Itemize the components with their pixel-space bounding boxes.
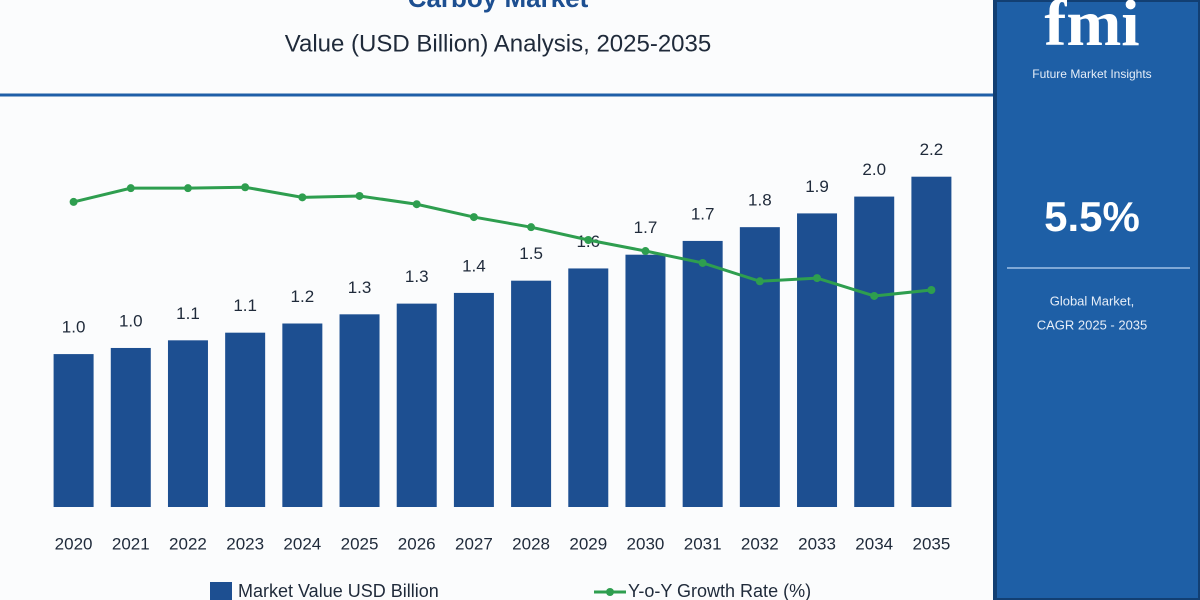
value-label: 1.1	[176, 304, 200, 323]
value-label: 1.4	[462, 256, 486, 275]
bar	[854, 196, 895, 507]
value-label: 1.5	[519, 244, 543, 263]
line-point	[813, 274, 822, 283]
line-point	[126, 184, 135, 193]
value-label: 1.1	[233, 296, 257, 315]
bar	[225, 332, 266, 507]
x-tick-label: 2029	[569, 534, 607, 553]
line-point	[69, 197, 78, 206]
cagr-value: 5.5%	[1044, 193, 1140, 240]
bar	[53, 354, 94, 507]
bar	[110, 347, 151, 507]
line-point	[755, 277, 764, 286]
x-tick-label: 2034	[855, 534, 893, 553]
bar	[797, 213, 838, 507]
logo: fmi	[1044, 0, 1139, 60]
chart-subtitle: Value (USD Billion) Analysis, 2025-2035	[285, 30, 711, 57]
value-label: 1.2	[291, 287, 315, 306]
x-tick-label: 2021	[112, 534, 150, 553]
line-point	[527, 223, 536, 232]
bar	[911, 176, 952, 507]
line-point	[183, 184, 192, 193]
bar	[339, 314, 380, 507]
x-tick-label: 2024	[283, 534, 321, 553]
bar	[739, 227, 780, 507]
bar	[167, 340, 208, 507]
line-point	[298, 193, 307, 202]
value-label: 2.0	[862, 160, 886, 179]
x-tick-label: 2022	[169, 534, 207, 553]
bar	[625, 254, 666, 507]
x-tick-label: 2025	[341, 534, 379, 553]
bar	[682, 240, 723, 508]
cagr-caption: CAGR 2025 - 2035	[1037, 317, 1148, 332]
value-label: 1.3	[405, 267, 429, 286]
x-tick-label: 2035	[912, 534, 950, 553]
line-point	[241, 183, 250, 192]
x-tick-label: 2033	[798, 534, 836, 553]
line	[73, 185, 932, 298]
line-point	[584, 236, 593, 245]
legend-swatch	[606, 588, 614, 596]
chart-background	[0, 0, 995, 600]
line-point	[469, 213, 478, 222]
x-tick-label: 2023	[226, 534, 264, 553]
legend-swatch	[210, 582, 232, 600]
bar	[511, 280, 552, 507]
x-tick-label: 2030	[627, 534, 665, 553]
value-label: 1.0	[62, 318, 86, 337]
value-label: 2.2	[920, 140, 944, 159]
sidebar	[993, 0, 1200, 600]
cagr-caption: Global Market,	[1050, 293, 1135, 308]
x-tick-label: 2031	[684, 534, 722, 553]
logo-caption: Future Market Insights	[1032, 67, 1151, 81]
bar	[282, 323, 323, 507]
bar	[453, 292, 494, 507]
value-label: 1.8	[748, 191, 772, 210]
legend-label: Y-o-Y Growth Rate (%)	[628, 581, 811, 600]
line-point	[870, 291, 879, 300]
line-point	[927, 286, 936, 295]
value-label: 1.7	[691, 204, 715, 223]
bar	[568, 268, 609, 507]
x-tick-label: 2032	[741, 534, 779, 553]
bar	[396, 303, 437, 507]
line-point	[355, 191, 364, 200]
chart-title: Carboy Market	[408, 0, 589, 13]
x-tick-label: 2027	[455, 534, 493, 553]
x-tick-label: 2028	[512, 534, 550, 553]
line-point	[641, 247, 650, 256]
x-tick-label: 2026	[398, 534, 436, 553]
value-label: 1.3	[348, 278, 372, 297]
line-point	[412, 200, 421, 209]
value-label: 1.0	[119, 311, 143, 330]
value-label: 1.9	[805, 177, 829, 196]
value-label: 1.7	[634, 218, 658, 237]
x-tick-label: 2020	[55, 534, 93, 553]
line-point	[698, 258, 707, 267]
legend-label: Market Value USD Billion	[238, 581, 439, 600]
